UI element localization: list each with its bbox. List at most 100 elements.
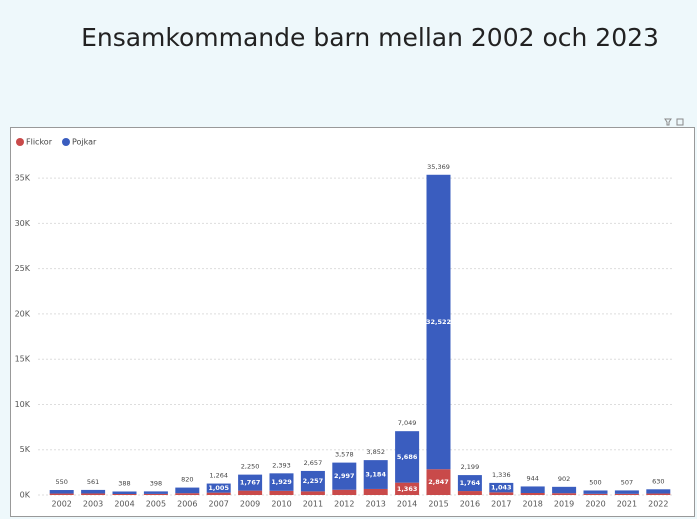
bar-segment — [363, 460, 388, 489]
total-label: 7,049 — [398, 419, 417, 427]
bar-segment — [206, 483, 231, 493]
x-tick-label: 2016 — [460, 500, 480, 509]
focus-icon — [676, 118, 684, 126]
x-tick-label: 2002 — [52, 500, 72, 509]
bar-segment — [269, 473, 294, 491]
bar-segment — [269, 490, 294, 495]
bar-value-label: 2,997 — [334, 472, 355, 480]
y-tick-label: 10K — [15, 400, 31, 409]
bar-value-label: 1,929 — [271, 478, 292, 486]
total-label: 820 — [181, 476, 193, 484]
bar-segment — [300, 491, 325, 495]
bar-segment — [457, 475, 482, 492]
bar-segment — [395, 431, 420, 483]
bar-segment — [489, 482, 514, 493]
legend-marker — [61, 138, 70, 146]
bar-segment — [143, 491, 168, 494]
y-tick-label: 15K — [15, 355, 31, 364]
bar-value-label: 1,005 — [208, 484, 229, 492]
visual-icons — [664, 118, 684, 126]
x-tick-label: 2012 — [334, 500, 354, 509]
total-label: 35,369 — [427, 163, 450, 171]
y-tick-label: 35K — [15, 174, 31, 183]
bar-segment — [332, 462, 357, 490]
x-tick-label: 2011 — [303, 500, 323, 509]
bar-segment — [520, 493, 545, 495]
total-label: 3,578 — [335, 451, 354, 459]
x-tick-label: 2004 — [114, 500, 134, 509]
legend-marker — [16, 138, 24, 146]
bar-segment — [238, 490, 263, 495]
filter-icon — [664, 118, 672, 126]
bar-value-label: 1,764 — [460, 479, 481, 487]
legend-label: Flickor — [26, 138, 53, 147]
bar-segment — [300, 470, 325, 492]
total-label: 507 — [621, 478, 633, 486]
x-tick-label: 2014 — [397, 500, 417, 509]
bar-segment — [426, 469, 451, 495]
total-label: 388 — [118, 479, 130, 487]
bar-segment — [363, 488, 388, 495]
total-label: 1,264 — [209, 472, 228, 480]
bar-value-label: 1,363 — [397, 485, 418, 493]
x-tick-label: 2005 — [146, 500, 166, 509]
bar-segment — [457, 491, 482, 495]
chart-panel — [10, 127, 695, 517]
x-tick-label: 2003 — [83, 500, 103, 509]
x-tick-label: 2018 — [523, 500, 543, 509]
total-label: 398 — [150, 479, 162, 487]
x-tick-label: 2010 — [271, 500, 291, 509]
bar-segment — [112, 491, 137, 495]
bar-segment — [614, 490, 639, 494]
total-label: 2,250 — [241, 463, 260, 471]
x-tick-label: 2019 — [554, 500, 574, 509]
total-label: 561 — [87, 478, 99, 486]
x-tick-label: 2020 — [585, 500, 605, 509]
bar-value-label: 2,257 — [303, 477, 324, 485]
x-tick-label: 2015 — [428, 500, 448, 509]
bar-value-label: 1,043 — [491, 484, 512, 492]
total-label: 2,199 — [461, 463, 480, 471]
y-tick-label: 0K — [20, 491, 31, 500]
bar-value-label: 32,522 — [426, 318, 451, 326]
x-tick-label: 2017 — [491, 500, 511, 509]
bar-segment — [552, 493, 577, 495]
bar-segment — [614, 493, 639, 495]
bar-segment — [489, 492, 514, 495]
bar-segment — [395, 482, 420, 495]
bar-value-label: 1,767 — [240, 479, 261, 487]
bar-segment — [175, 487, 200, 494]
bar-segment — [583, 490, 608, 494]
x-tick-label: 2022 — [648, 500, 668, 509]
bar-segment — [583, 493, 608, 495]
bar-segment — [426, 174, 451, 470]
bar-value-label: 5,686 — [397, 453, 418, 461]
x-tick-label: 2021 — [617, 500, 637, 509]
y-tick-label: 30K — [15, 219, 31, 228]
total-label: 2,657 — [304, 459, 323, 467]
total-label: 3,852 — [366, 448, 385, 456]
chart-title: Ensamkommande barn mellan 2002 och 2023 — [81, 23, 659, 52]
bar-segment — [81, 493, 106, 495]
bar-segment — [520, 486, 545, 494]
bar-segment — [49, 493, 74, 495]
total-label: 550 — [55, 478, 67, 486]
total-label: 2,393 — [272, 461, 291, 469]
y-tick-label: 5K — [20, 445, 31, 454]
bar-segment — [646, 489, 671, 494]
bar-value-label: 2,847 — [428, 478, 449, 486]
bar-segment — [112, 494, 137, 495]
legend-label: Pojkar — [72, 138, 97, 147]
total-label: 944 — [526, 474, 538, 482]
bar-segment — [175, 493, 200, 495]
bar-segment — [49, 490, 74, 494]
bar-segment — [143, 493, 168, 495]
bar-segment — [81, 489, 106, 494]
y-tick-label: 25K — [15, 264, 31, 273]
bar-value-label: 3,184 — [365, 471, 386, 479]
total-label: 902 — [558, 475, 570, 483]
x-tick-label: 2013 — [366, 500, 386, 509]
total-label: 500 — [589, 478, 601, 486]
